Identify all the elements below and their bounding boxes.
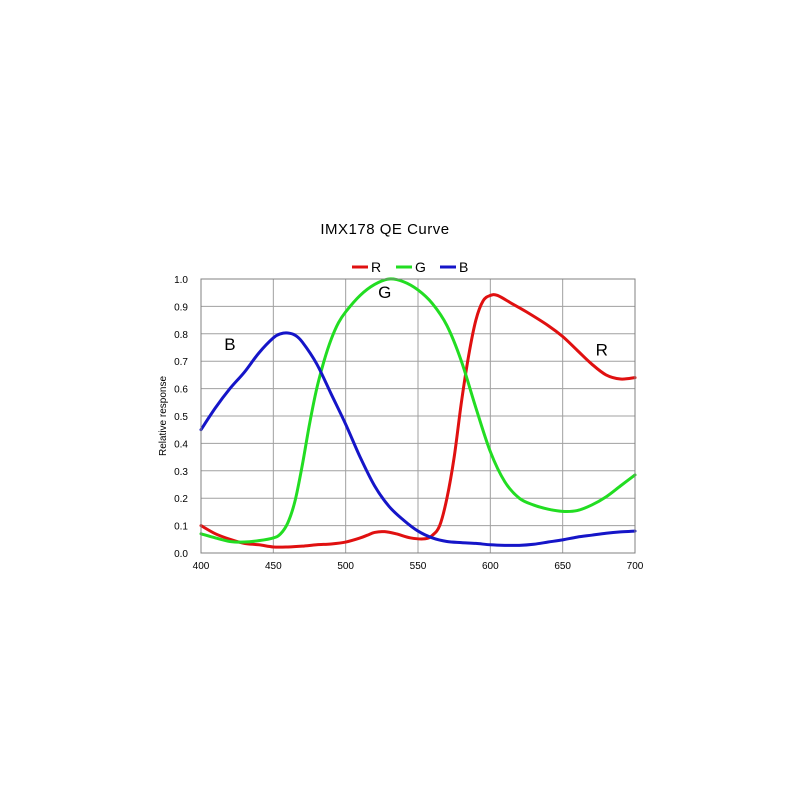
y-tick-label: 0.1 [174, 522, 188, 533]
series-line-g [199, 277, 637, 544]
y-tick-label: 0.3 [174, 467, 188, 478]
y-tick-label: 0.6 [174, 385, 188, 396]
y-tick-label: 0.7 [174, 357, 188, 368]
y-axis-label: Relative response [158, 376, 169, 456]
annotation-g: G [378, 283, 391, 302]
annotation-b: B [224, 335, 235, 354]
y-tick-label: 1.0 [174, 275, 188, 286]
y-axis-ticks: 0.0 0.1 0.2 0.3 0.4 0.5 0.6 0.7 0.8 0.9 1.0 [174, 275, 188, 560]
plot-frame [200, 278, 636, 554]
y-tick-label: 0.0 [174, 549, 188, 560]
chart-title: IMX178 QE Curve [320, 221, 449, 238]
x-tick-label: 650 [554, 561, 571, 572]
annotation-r: R [596, 341, 608, 360]
annotations: B G R [224, 283, 608, 360]
legend-label-r: R [371, 259, 381, 275]
y-tick-label: 0.9 [174, 302, 188, 313]
x-tick-label: 500 [337, 561, 354, 572]
y-tick-label: 0.8 [174, 330, 188, 341]
y-tick-label: 0.2 [174, 494, 188, 505]
legend-label-g: G [415, 259, 426, 275]
x-tick-label: 700 [627, 561, 644, 572]
y-tick-label: 0.5 [174, 412, 188, 423]
x-tick-label: 400 [193, 561, 210, 572]
x-tick-label: 550 [410, 561, 427, 572]
series-group [199, 277, 637, 549]
legend-label-b: B [459, 259, 468, 275]
series-line-b [199, 331, 637, 547]
y-tick-label: 0.4 [174, 439, 188, 450]
x-tick-label: 600 [482, 561, 499, 572]
x-axis-ticks: 400 450 500 550 600 650 700 [193, 561, 644, 572]
series-line-r [199, 293, 637, 549]
x-tick-label: 450 [265, 561, 282, 572]
